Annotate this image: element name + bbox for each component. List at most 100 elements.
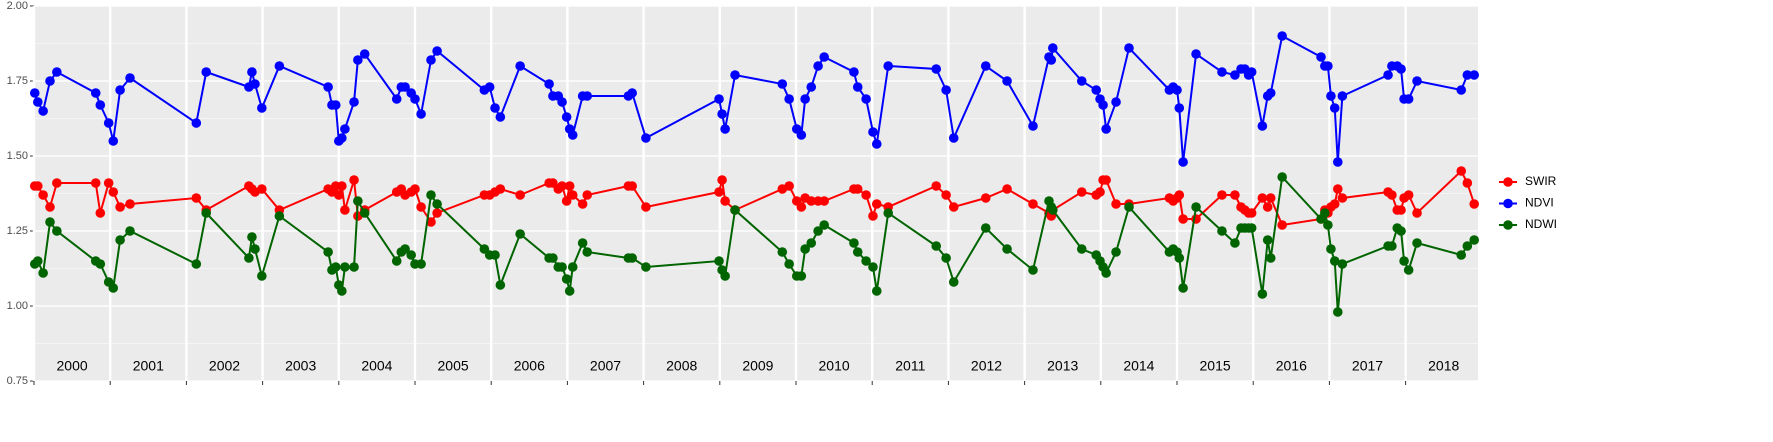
data-point xyxy=(29,88,40,98)
data-point xyxy=(720,271,730,281)
x-tick-label: 2011 xyxy=(895,358,925,374)
data-point xyxy=(38,268,48,278)
data-point xyxy=(125,226,135,236)
data-point xyxy=(1329,199,1340,209)
data-point xyxy=(359,49,370,59)
data-point xyxy=(1332,157,1343,167)
data-point xyxy=(432,199,442,209)
x-tick-label: 2016 xyxy=(1276,358,1307,374)
data-point xyxy=(1403,94,1414,104)
data-point xyxy=(1191,202,1201,212)
data-point xyxy=(544,79,554,89)
data-point xyxy=(627,253,637,263)
data-point xyxy=(115,235,125,245)
x-tick-label: 2018 xyxy=(1428,358,1459,374)
data-point xyxy=(1124,43,1134,53)
data-point xyxy=(931,241,942,251)
data-point xyxy=(257,103,267,113)
data-point xyxy=(1329,103,1340,113)
x-tick-label: 2009 xyxy=(742,358,773,374)
data-point xyxy=(871,286,882,296)
data-point xyxy=(777,247,788,257)
data-point xyxy=(1111,247,1121,257)
data-point xyxy=(564,181,575,191)
data-point xyxy=(1101,268,1111,278)
data-point xyxy=(557,181,567,191)
data-point xyxy=(980,193,991,203)
data-point xyxy=(582,247,593,257)
data-point xyxy=(717,109,727,119)
data-point xyxy=(720,196,730,206)
data-point xyxy=(1046,55,1057,65)
data-point xyxy=(582,91,593,101)
data-point xyxy=(1329,256,1340,266)
data-point xyxy=(1028,265,1038,275)
data-point xyxy=(980,61,991,71)
data-point xyxy=(95,208,106,218)
legend-marker xyxy=(1503,177,1513,187)
data-point xyxy=(941,190,951,200)
data-point xyxy=(244,253,254,263)
data-point xyxy=(1002,76,1012,86)
x-tick-label: 2013 xyxy=(1047,358,1078,374)
data-point xyxy=(557,97,567,107)
data-point xyxy=(567,262,578,272)
data-point xyxy=(353,55,363,65)
data-point xyxy=(796,202,807,212)
x-tick-label: 2017 xyxy=(1352,358,1383,374)
data-point xyxy=(1230,190,1240,200)
data-point xyxy=(515,229,525,239)
data-point xyxy=(796,130,807,140)
data-point xyxy=(806,196,817,206)
data-point xyxy=(1076,244,1087,254)
data-point xyxy=(125,199,135,209)
data-point xyxy=(490,103,500,113)
data-point xyxy=(1178,157,1188,167)
data-point xyxy=(1387,190,1397,200)
data-point xyxy=(515,61,525,71)
x-tick-label: 2002 xyxy=(209,358,240,374)
data-point xyxy=(1469,199,1479,209)
data-point xyxy=(627,88,637,98)
data-point xyxy=(948,202,959,212)
data-point xyxy=(557,262,567,272)
data-point xyxy=(561,274,572,284)
data-point xyxy=(883,208,894,218)
data-point xyxy=(1316,52,1326,62)
data-point xyxy=(1217,190,1227,200)
data-point xyxy=(1277,220,1287,230)
x-tick-label: 2012 xyxy=(971,358,1002,374)
data-point xyxy=(567,130,578,140)
data-point xyxy=(1412,238,1422,248)
data-point xyxy=(1326,91,1336,101)
data-point xyxy=(426,190,436,200)
data-point xyxy=(1178,214,1188,224)
data-point xyxy=(349,175,359,185)
data-point xyxy=(1191,49,1201,59)
data-point xyxy=(1174,253,1185,263)
data-point xyxy=(730,205,740,215)
data-point xyxy=(330,262,341,272)
data-point xyxy=(1178,283,1188,293)
data-point xyxy=(806,238,817,248)
data-point xyxy=(1028,121,1038,131)
data-point xyxy=(720,124,730,134)
y-tick-label: 1.50 xyxy=(7,150,28,162)
data-point xyxy=(1462,241,1473,251)
data-point xyxy=(45,76,55,86)
data-point xyxy=(868,211,878,221)
legend-label: NDVI xyxy=(1525,196,1554,210)
data-point xyxy=(201,67,212,77)
data-point xyxy=(1383,70,1393,80)
data-point xyxy=(861,94,871,104)
data-point xyxy=(1265,193,1276,203)
data-point xyxy=(1456,85,1467,95)
data-point xyxy=(340,124,350,134)
data-point xyxy=(1246,67,1257,77)
y-tick-label: 0.75 xyxy=(7,375,28,387)
data-point xyxy=(495,112,506,122)
data-point xyxy=(871,139,882,149)
data-point xyxy=(1246,208,1257,218)
data-point xyxy=(1387,241,1397,251)
